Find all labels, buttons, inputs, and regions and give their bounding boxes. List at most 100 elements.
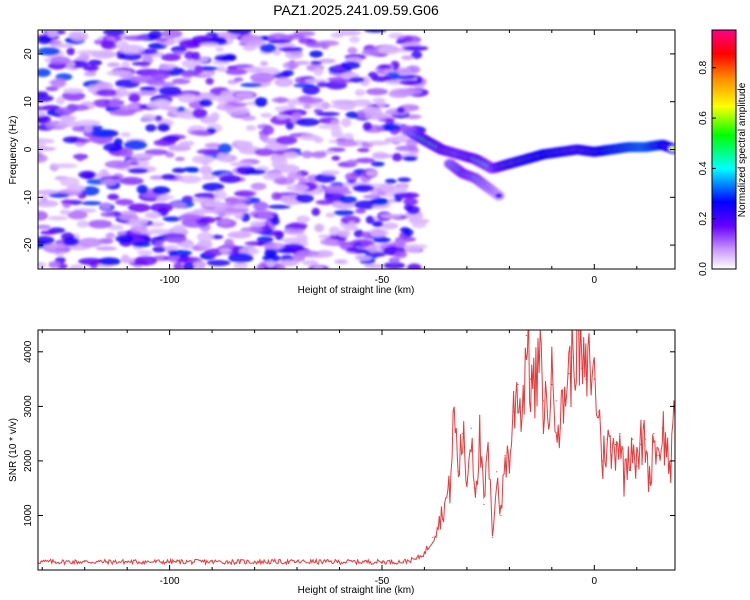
snr-point xyxy=(423,553,425,555)
x-tick-label: -100 xyxy=(160,576,180,587)
heatmap-cell xyxy=(109,98,122,108)
heatmap-cell xyxy=(150,71,170,80)
heatmap-cell xyxy=(56,96,65,105)
heatmap-cell xyxy=(296,250,320,257)
heatmap-cell xyxy=(160,53,181,62)
heatmap-cell xyxy=(275,135,298,145)
heatmap-cell xyxy=(146,228,172,235)
heatmap-cell xyxy=(109,109,136,116)
snr-point xyxy=(648,482,651,484)
heatmap-cell xyxy=(328,226,340,236)
heatmap-cell xyxy=(362,106,378,115)
snr-point xyxy=(296,561,298,563)
snr-x-ticks: -100 -50 0 xyxy=(41,330,638,587)
y-tick-label: 0 xyxy=(23,146,34,152)
x-tick-label: -50 xyxy=(375,275,390,286)
heatmap-cell xyxy=(193,260,206,269)
heatmap-cell xyxy=(314,173,336,183)
heatmap-cell xyxy=(373,237,391,244)
heatmap-cell xyxy=(319,238,339,246)
snr-point xyxy=(606,438,608,440)
heatmap-cell xyxy=(145,124,157,132)
snr-point xyxy=(572,356,574,358)
snr-point xyxy=(530,378,532,380)
heatmap-cell xyxy=(298,177,307,185)
heatmap-cell xyxy=(174,156,185,162)
y-tick-label: -20 xyxy=(23,237,34,252)
heatmap-cell xyxy=(273,177,295,185)
heatmap-cell xyxy=(378,64,392,70)
snr-point xyxy=(610,454,612,457)
heatmap-cell xyxy=(302,97,324,104)
spectrogram-x-ticks: -100 -50 0 xyxy=(41,30,638,286)
heatmap-cell xyxy=(381,222,399,230)
x-tick-label: -100 xyxy=(160,275,180,286)
heatmap-cell xyxy=(287,171,302,180)
heatmap-cell xyxy=(311,151,327,159)
heatmap-cell xyxy=(180,241,195,250)
heatmap-cell xyxy=(287,222,308,230)
heatmap-cell xyxy=(313,67,324,76)
ridge-cell xyxy=(668,146,675,152)
heatmap-cell xyxy=(250,220,266,228)
heatmap-cell xyxy=(172,167,186,174)
heatmap-cell xyxy=(148,30,163,40)
heatmap-cell xyxy=(48,261,61,269)
heatmap-cell xyxy=(403,198,418,206)
snr-point xyxy=(665,449,668,451)
heatmap-cell xyxy=(394,250,408,259)
heatmap-cell xyxy=(59,177,80,187)
heatmap-cell xyxy=(295,118,320,127)
snr-point xyxy=(661,427,663,429)
heatmap-cell xyxy=(96,89,119,97)
snr-series-line xyxy=(38,330,675,566)
heatmap-cell xyxy=(242,44,256,52)
heatmap-cell xyxy=(245,125,256,131)
heatmap-cell xyxy=(129,161,139,166)
heatmap-cell xyxy=(38,115,51,124)
heatmap-cell xyxy=(154,37,169,42)
snr-point xyxy=(508,460,510,462)
heatmap-cell xyxy=(395,67,413,76)
heatmap-cell xyxy=(333,209,355,216)
heatmap-cell xyxy=(38,142,47,147)
heatmap-cell xyxy=(402,155,418,161)
heatmap-cell xyxy=(262,125,274,135)
heatmap-cell xyxy=(245,66,263,74)
snr-point xyxy=(432,536,434,538)
heatmap-cell xyxy=(199,165,213,176)
snr-point xyxy=(487,449,489,451)
heatmap-cell xyxy=(78,237,103,248)
snr-point xyxy=(581,367,583,369)
heatmap-cell xyxy=(390,135,408,143)
heatmap-cell xyxy=(158,64,175,71)
snr-point xyxy=(462,433,464,435)
heatmap-cell xyxy=(260,60,269,67)
snr-point xyxy=(491,536,493,538)
heatmap-cell xyxy=(296,215,310,224)
heatmap-cell xyxy=(241,34,263,45)
colorbar-tick-label: 0.4 xyxy=(698,161,709,175)
heatmap-cell xyxy=(172,224,186,235)
heatmap-cell xyxy=(59,115,77,121)
heatmap-cell xyxy=(91,129,117,138)
heatmap-cell xyxy=(347,247,359,252)
y-tick-label: 3000 xyxy=(23,395,34,418)
heatmap-cell xyxy=(162,216,181,222)
heatmap-cell xyxy=(313,136,324,144)
snr-point xyxy=(551,383,553,386)
heatmap-cell xyxy=(331,155,341,161)
heatmap-cell xyxy=(254,97,268,107)
heatmap-cell xyxy=(354,89,366,97)
snr-x-label: Height of straight line (km) xyxy=(298,585,415,596)
heatmap-cell xyxy=(352,184,374,192)
heatmap-cell xyxy=(80,186,100,196)
heatmap-cell xyxy=(372,204,390,210)
heatmap-cell xyxy=(283,151,299,159)
heatmap-cell xyxy=(312,265,324,269)
heatmap-cell xyxy=(157,123,171,132)
heatmap-cell xyxy=(120,132,131,138)
heatmap-cell xyxy=(224,208,250,213)
spectrogram-y-ticks: -20 -10 0 10 20 xyxy=(23,48,675,252)
heatmap-cell xyxy=(62,88,84,94)
